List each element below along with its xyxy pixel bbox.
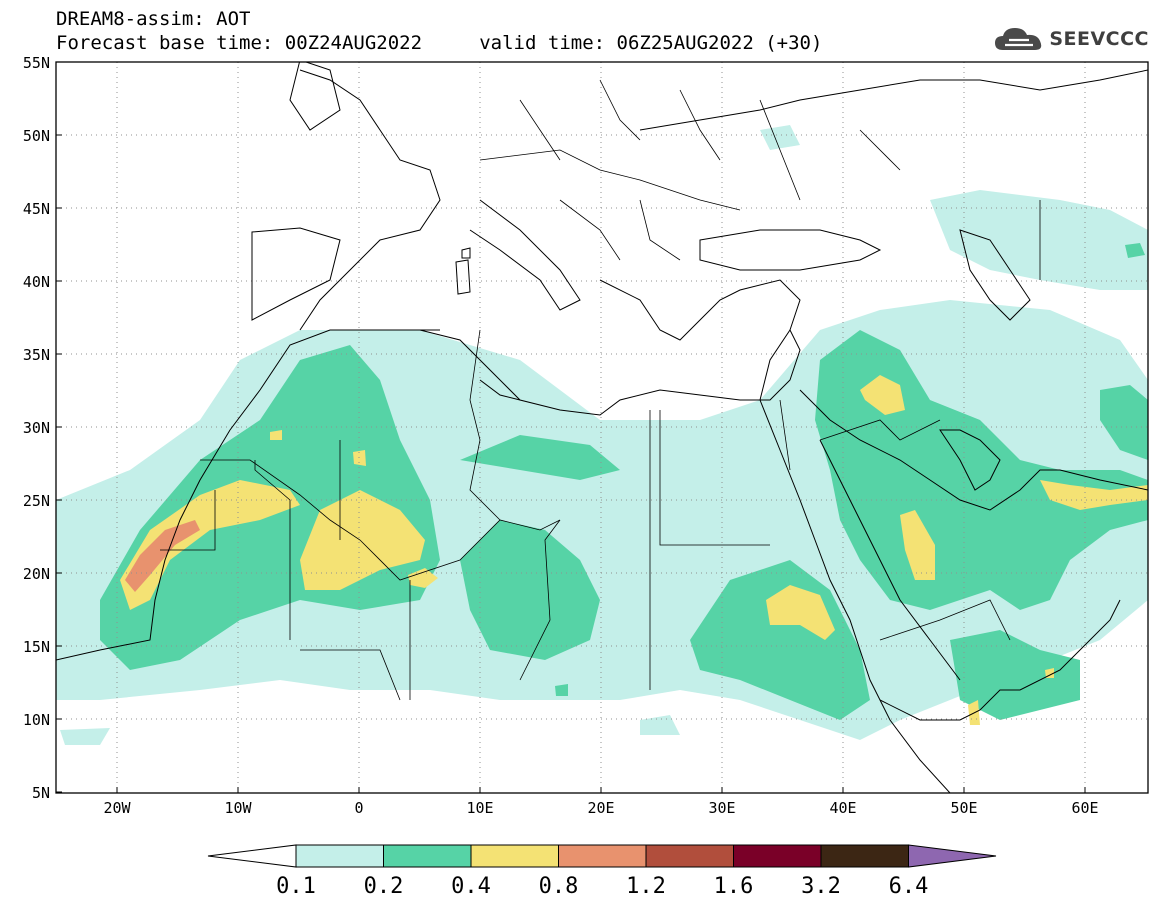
colorbar-segment	[295, 844, 384, 868]
lat-label: 30N	[23, 419, 50, 437]
colorbar-labels: 0.1 0.2 0.4 0.8 1.2 1.6 3.2 6.4	[276, 874, 928, 899]
logo-text: SEEVCCC	[1049, 28, 1149, 50]
colorbar-label: 0.2	[364, 874, 404, 899]
colorbar-label: 3.2	[801, 874, 841, 899]
lon-label: 40E	[829, 799, 856, 817]
colorbar-segment	[470, 844, 559, 868]
lat-label: 20N	[23, 565, 50, 583]
lon-label: 60E	[1071, 799, 1098, 817]
lat-label: 35N	[23, 346, 50, 364]
coastlines	[56, 62, 1148, 793]
lat-label: 15N	[23, 638, 50, 656]
lon-label: 20W	[103, 799, 131, 817]
lat-label: 45N	[23, 200, 50, 218]
colorbar-segment	[558, 844, 647, 868]
lat-label: 10N	[23, 711, 50, 729]
axis-ticks	[56, 61, 1086, 793]
longitude-labels: 20W 10W 0 10E 20E 30E 40E 50E 60E	[103, 799, 1098, 817]
colorbar-segment	[733, 844, 822, 868]
lon-label: 30E	[708, 799, 735, 817]
colorbar	[207, 844, 997, 868]
lat-label: 5N	[32, 784, 50, 802]
colorbar-segment	[645, 844, 734, 868]
colorbar-left-arrow	[207, 844, 297, 868]
colorbar-segment	[820, 844, 909, 868]
colorbar-label: 0.1	[276, 874, 316, 899]
lat-label: 55N	[23, 54, 50, 72]
colorbar-right-arrow	[908, 844, 997, 868]
colorbar-segment	[383, 844, 472, 868]
cloud-icon	[995, 28, 1042, 50]
lon-label: 50E	[950, 799, 977, 817]
latitude-labels: 55N 50N 45N 40N 35N 30N 25N 20N 15N 10N …	[23, 54, 50, 802]
lat-label: 25N	[23, 492, 50, 510]
lat-label: 50N	[23, 127, 50, 145]
seevccc-logo: SEEVCCC	[993, 24, 1149, 54]
map-title: DREAM8-assim: AOT	[56, 8, 251, 30]
aot-fields	[56, 125, 1148, 745]
lon-label: 20E	[587, 799, 614, 817]
country-borders	[160, 79, 1041, 701]
colorbar-label: 6.4	[889, 874, 929, 899]
lon-label: 10W	[224, 799, 252, 817]
colorbar-label: 0.4	[451, 874, 491, 899]
lon-label: 0	[354, 799, 363, 817]
colorbar-label: 1.2	[626, 874, 666, 899]
colorbar-label: 1.6	[714, 874, 754, 899]
colorbar-label: 0.8	[539, 874, 579, 899]
forecast-times: Forecast base time: 00Z24AUG2022 valid t…	[56, 32, 823, 54]
lat-label: 40N	[23, 273, 50, 291]
lon-label: 10E	[466, 799, 493, 817]
